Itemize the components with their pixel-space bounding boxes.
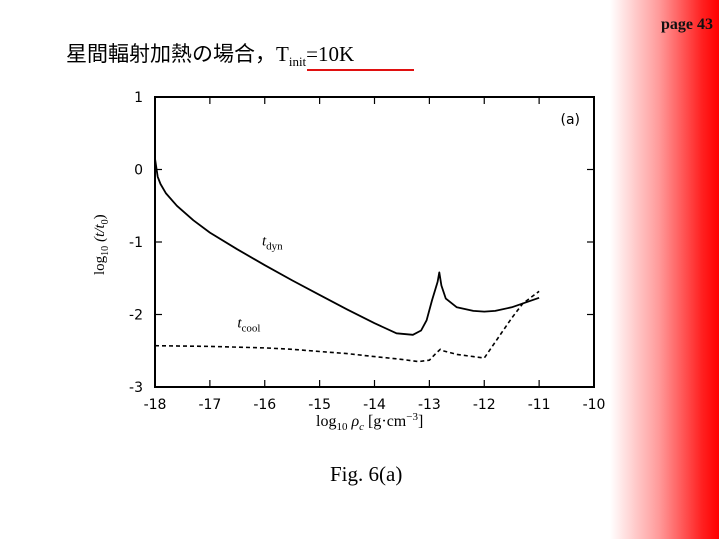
y-axis-label-prefix: log [92, 255, 108, 275]
x-tick-label: -18 [144, 397, 167, 413]
y-axis-label-sub: 10 [100, 246, 111, 256]
series-label-main: t [262, 234, 267, 250]
page-number: page 43 [661, 16, 713, 33]
x-tick-label: -16 [253, 397, 276, 413]
side-gradient-band [610, 0, 719, 539]
series-layer [154, 158, 540, 363]
plot-frame [154, 96, 595, 388]
title-text: 星間輻射加熱の場合， [66, 42, 276, 66]
title-value: =10K [306, 42, 355, 66]
y-tick-label: -2 [129, 308, 143, 324]
series-label-sub: dyn [266, 241, 283, 253]
x-tick-label: -14 [363, 397, 386, 413]
x-tick-label: -13 [418, 397, 441, 413]
y-axis-label-body-end: ) [92, 214, 108, 219]
y-tick-label: 1 [134, 90, 143, 106]
x-tick-label: -11 [528, 397, 551, 413]
y-tick-label: -1 [129, 235, 143, 251]
y-tick-label: 0 [134, 163, 143, 179]
series-label-sub: cool [241, 323, 260, 335]
axis-ticks [154, 96, 595, 388]
series-label-t-dyn: tdyn [262, 234, 283, 253]
x-tick-label: -17 [198, 397, 221, 413]
title-subscript: init [288, 54, 307, 70]
x-tick-label: -15 [308, 397, 331, 413]
x-axis-label-unit: [g·cm [368, 413, 407, 430]
x-tick-labels: -18 -17 -16 -15 -14 -13 -12 -11 -10 [144, 397, 606, 413]
x-axis-label-prefix: log [316, 413, 336, 430]
figure-caption: Fig. 6(a) [330, 462, 403, 486]
y-tick-labels: 1 0 -1 -2 -3 [129, 90, 143, 396]
x-axis-label: log10 ρc [g·cm−3] [316, 411, 423, 433]
title-symbol: T [276, 42, 289, 66]
x-axis-label-sub: 10 [336, 421, 348, 433]
y-axis-label: log10 (t/t0) [92, 214, 111, 275]
series-line-t-cool [154, 290, 540, 363]
title-underline [307, 69, 414, 71]
x-axis-label-var-sub: c [359, 421, 364, 433]
x-axis-label-var: ρ [350, 413, 359, 430]
x-tick-label: -12 [473, 397, 496, 413]
series-line-t-dyn [154, 158, 540, 336]
panel-label: (a) [560, 112, 580, 128]
slide-title: 星間輻射加熱の場合，Tinit=10K [66, 38, 354, 70]
series-label-t-cool: tcool [237, 316, 260, 335]
y-axis-label-body-sub: 0 [100, 219, 111, 224]
y-axis-label-body: (t/t [92, 223, 108, 241]
x-axis-label-unit-end: ] [418, 413, 423, 430]
series-label-main: t [237, 316, 242, 332]
x-tick-label: -10 [583, 397, 606, 413]
x-axis-label-unit-sup: −3 [406, 411, 418, 423]
y-tick-label: -3 [129, 380, 143, 396]
